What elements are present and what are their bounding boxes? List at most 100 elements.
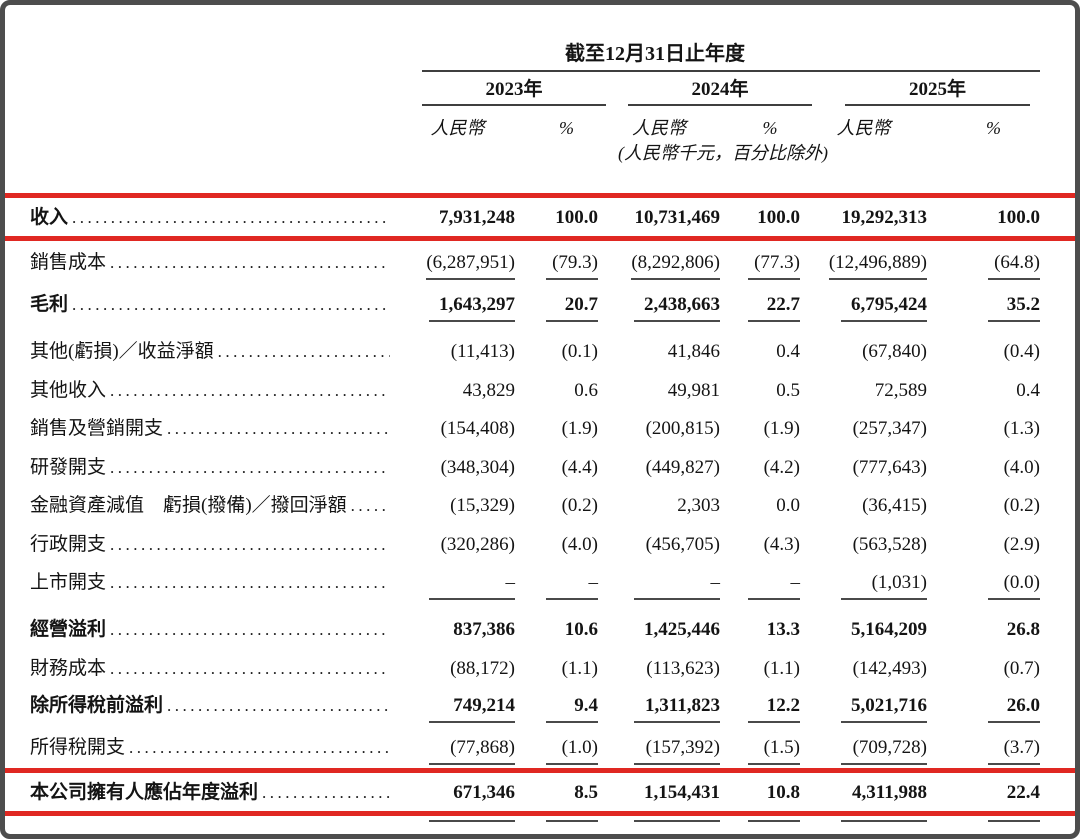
row-label: 上市開支 <box>30 572 107 593</box>
value-rmb-2023: 749,214 <box>429 693 515 723</box>
value-rmb-2023: (154,408) <box>440 418 515 439</box>
year-header-row: 2023年 2024年 2025年 <box>5 72 1075 102</box>
leader-dots <box>262 780 390 805</box>
value-rmb-2025: (142,493) <box>852 658 927 679</box>
final-rule-rmb-2025 <box>841 820 927 822</box>
value-rmb-2025: (36,415) <box>862 495 927 516</box>
value-pct-2023: 8.5 <box>574 782 598 803</box>
value-pct-2025: (64.8) <box>988 250 1040 280</box>
value-rmb-2023: (320,286) <box>440 534 515 555</box>
value-pct-2025: 26.8 <box>1006 619 1040 640</box>
leader-dots <box>110 455 390 480</box>
value-pct-2024: 22.7 <box>748 292 800 322</box>
value-rmb-2024: 49,981 <box>667 380 720 401</box>
value-pct-2024: 12.2 <box>748 693 800 723</box>
currency-header-2024: 人民幣 <box>632 118 686 138</box>
value-pct-2024: (1.9) <box>763 418 800 439</box>
value-pct-2024: (4.2) <box>763 457 800 478</box>
row-label: 銷售及營銷開支 <box>30 418 164 439</box>
value-pct-2023: 0.6 <box>574 380 598 401</box>
value-rmb-2024: 1,425,446 <box>644 619 720 640</box>
percent-header-2024: % <box>762 118 778 138</box>
value-rmb-2025: 6,795,424 <box>841 292 927 322</box>
value-pct-2023: (79.3) <box>546 250 598 280</box>
year-header-2025: 2025年 <box>908 79 966 100</box>
value-rmb-2024: 2,303 <box>677 495 720 516</box>
currency-header-2025: 人民幣 <box>836 118 891 138</box>
value-rmb-2024: 10,731,469 <box>634 207 721 228</box>
final-rule-rmb-2023 <box>429 820 515 822</box>
value-pct-2024: 0.4 <box>776 341 800 362</box>
value-pct-2024: 13.3 <box>766 619 800 640</box>
value-rmb-2024: (449,827) <box>645 457 720 478</box>
value-rmb-2025: (563,528) <box>852 534 927 555</box>
value-pct-2023: 10.6 <box>564 619 598 640</box>
row-label: 本公司擁有人應佔年度溢利 <box>30 782 259 803</box>
value-rmb-2025: (67,840) <box>862 341 927 362</box>
value-pct-2023: – <box>546 570 598 600</box>
table-row-profit-attributable-to-owners: 本公司擁有人應佔年度溢利 671,346 8.5 1,154,431 10.8 … <box>5 768 1075 816</box>
leader-dots <box>110 656 390 681</box>
leader-dots <box>72 292 390 317</box>
value-rmb-2025: (777,643) <box>852 457 927 478</box>
leader-dots <box>218 339 390 364</box>
year-header-2024: 2024年 <box>691 79 749 100</box>
value-rmb-2023: (348,304) <box>440 457 515 478</box>
value-rmb-2024: (8,292,806) <box>631 250 720 280</box>
value-pct-2025: (0.2) <box>1003 495 1040 516</box>
final-rule-pct-2025 <box>988 820 1040 822</box>
value-rmb-2025: 5,021,716 <box>841 693 927 723</box>
value-rmb-2024: 1,311,823 <box>634 693 720 723</box>
value-rmb-2024: (113,623) <box>646 658 720 679</box>
value-rmb-2025: 72,589 <box>874 380 927 401</box>
value-pct-2023: (0.1) <box>561 341 598 362</box>
percent-header-2025: % <box>986 118 1001 138</box>
value-pct-2024: – <box>748 570 800 600</box>
value-pct-2025: (2.9) <box>1003 534 1040 555</box>
value-rmb-2025: 4,311,988 <box>852 782 927 803</box>
row-label: 毛利 <box>30 294 69 315</box>
value-rmb-2025: 5,164,209 <box>851 619 927 640</box>
value-rmb-2024: 2,438,663 <box>634 292 720 322</box>
value-pct-2025: (4.0) <box>1003 457 1040 478</box>
leader-dots <box>110 570 390 595</box>
table-row-cost-of-sales: 銷售成本 (6,287,951) (79.3) (8,292,806) (77.… <box>5 250 1075 280</box>
table-body: 收入 7,931,248 100.0 10,731,469 100.0 19,2… <box>5 193 1075 816</box>
value-rmb-2025: (1,031) <box>841 570 927 600</box>
value-pct-2024: 0.0 <box>776 495 800 516</box>
value-pct-2023: 100.0 <box>555 207 598 228</box>
row-label: 所得稅開支 <box>30 737 126 758</box>
final-rule-pct-2024 <box>748 820 800 822</box>
currency-header-2023: 人民幣 <box>430 118 485 138</box>
table-row-revenue: 收入 7,931,248 100.0 10,731,469 100.0 19,2… <box>5 193 1075 241</box>
year-rules-row <box>5 102 1075 106</box>
year-rule-2024 <box>628 104 812 106</box>
value-pct-2024: 0.5 <box>776 380 800 401</box>
value-rmb-2024: 41,846 <box>667 341 720 362</box>
value-rmb-2025: (12,496,889) <box>828 250 927 280</box>
unit-note-row: (人民幣千元，百分比除外) <box>5 140 1075 165</box>
table-row-profit-before-income-tax: 除所得稅前溢利 749,214 9.4 1,311,823 12.2 5,021… <box>5 693 1075 723</box>
leader-dots <box>110 617 390 642</box>
value-pct-2024: 100.0 <box>757 207 800 228</box>
table-row-rd-expenses: 研發開支 (348,304) (4.4) (449,827) (4.2) (77… <box>5 455 1075 480</box>
leader-dots <box>129 735 390 760</box>
year-rule-2023 <box>422 104 606 106</box>
value-pct-2025: 100.0 <box>997 207 1040 228</box>
row-label: 經營溢利 <box>30 619 107 640</box>
leader-dots <box>110 378 390 403</box>
value-rmb-2024: (456,705) <box>645 534 720 555</box>
value-rmb-2023: (6,287,951) <box>426 250 515 280</box>
value-rmb-2024: – <box>634 570 720 600</box>
final-double-rule-row <box>5 820 1075 822</box>
value-rmb-2023: (77,868) <box>429 735 515 765</box>
leader-dots <box>167 693 390 718</box>
table-row-operating-profit: 經營溢利 837,386 10.6 1,425,446 13.3 5,164,2… <box>5 617 1075 642</box>
year-rule-2025 <box>845 104 1030 106</box>
value-pct-2023: 9.4 <box>546 693 598 723</box>
unit-note: (人民幣千元，百分比除外) <box>618 143 828 163</box>
value-pct-2024: (1.1) <box>763 658 800 679</box>
value-rmb-2023: – <box>429 570 515 600</box>
value-rmb-2024: (200,815) <box>645 418 720 439</box>
value-rmb-2023: (88,172) <box>450 658 515 679</box>
